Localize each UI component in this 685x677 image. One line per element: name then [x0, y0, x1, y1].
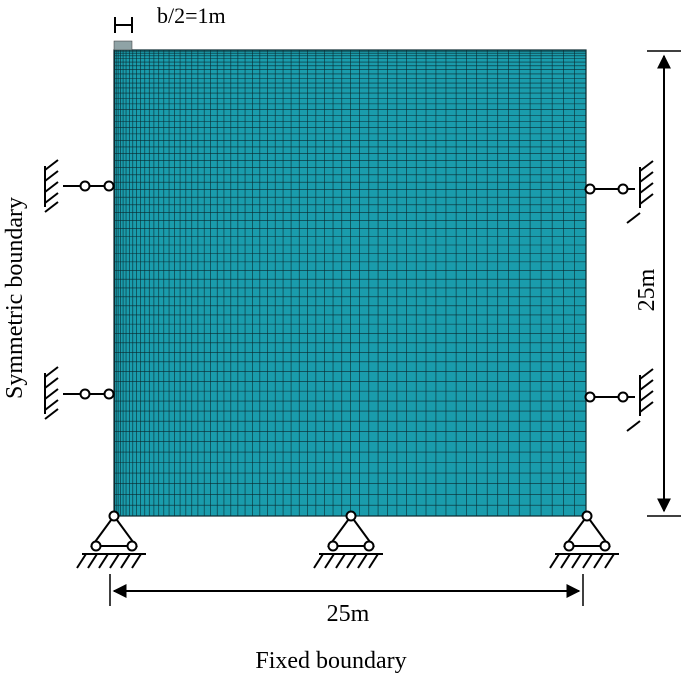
- half-width-dimension: b/2=1m: [114, 3, 226, 33]
- pin-support: [76, 510, 146, 569]
- refined-corner-patch: [113, 40, 133, 51]
- mesh-domain: [114, 50, 586, 516]
- bottom-pin-supports: [76, 510, 619, 569]
- fe-mesh: [113, 40, 587, 517]
- pin-support: [549, 510, 619, 569]
- height-label: 25m: [634, 268, 660, 311]
- width-label: 25m: [327, 601, 370, 627]
- mesh-grid-lines: [114, 41, 586, 516]
- height-dimension: 25m: [634, 50, 681, 517]
- pin-support: [313, 510, 383, 569]
- right-roller-support-lower: [584, 368, 654, 432]
- left-roller-support-lower: [44, 366, 115, 420]
- right-roller-support-upper: [584, 160, 654, 224]
- fixed-boundary-label: Fixed boundary: [255, 648, 406, 674]
- left-roller-support-upper: [44, 159, 115, 213]
- half-width-label: b/2=1m: [157, 3, 226, 28]
- width-dimension: 25m: [109, 574, 584, 627]
- symmetric-boundary-label: Symmetric boundary: [2, 197, 28, 399]
